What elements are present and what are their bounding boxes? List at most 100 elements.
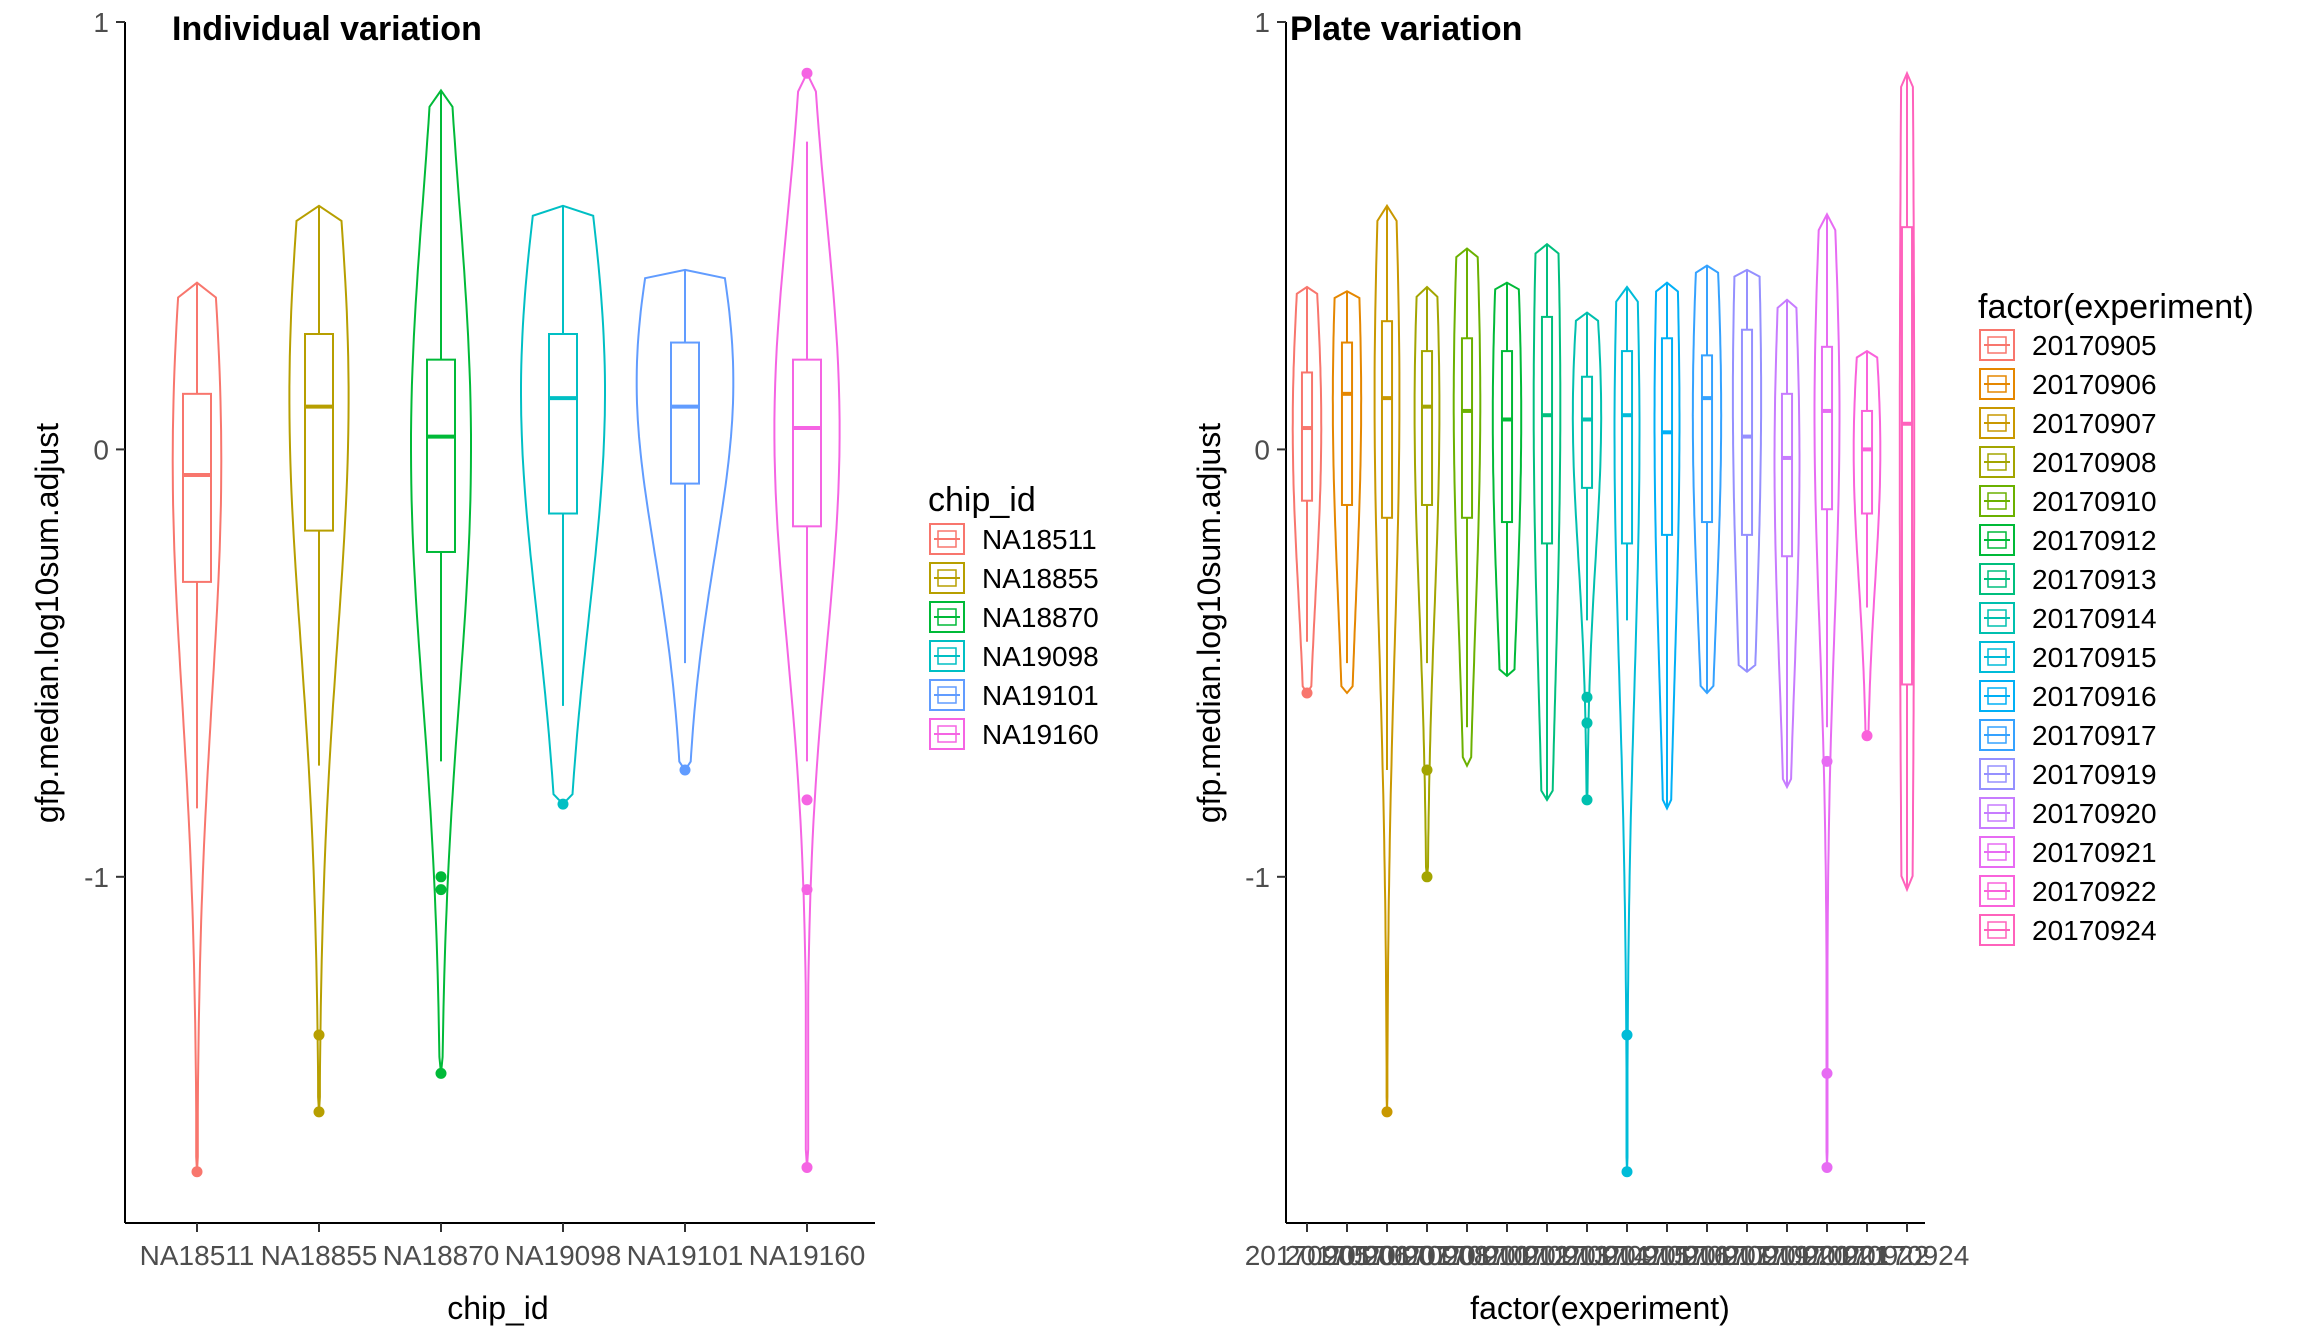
x-tick-label: 20170905 [1245,1240,1370,1271]
violin-20170922 [1852,349,1882,742]
box [1340,341,1354,506]
legend-title: chip_id [928,481,1036,519]
x-tick-label: 20170912 [1445,1240,1570,1271]
box [1740,328,1754,536]
outlier-point [801,794,813,806]
legend-item-NA18870: NA18870 [929,601,1099,633]
legend-label: 20170912 [2032,525,2157,556]
x-tick-label: 20170917 [1645,1240,1770,1271]
x-tick-label: 20170920 [1725,1240,1850,1271]
legend-key [1979,602,2015,634]
legend-item-NA19098: NA19098 [929,640,1099,672]
legend-label: 20170908 [2032,447,2157,478]
legend-item-20170905: 20170905 [1979,329,2157,361]
legend-item-20170924: 20170924 [1979,914,2157,946]
outlier-point [801,884,813,896]
box [182,392,212,583]
y-tick-label: 0 [1254,434,1270,465]
outlier-point [801,67,813,79]
box [1420,350,1434,506]
outlier-point [679,764,691,776]
x-tick-label: 20170906 [1285,1240,1410,1271]
legend-key [1979,368,2015,400]
box [670,341,700,485]
box [1860,409,1874,515]
legend-item-20170920: 20170920 [1979,797,2157,829]
outlier-point [1861,730,1873,742]
x-tick-label: 20170916 [1605,1240,1730,1271]
legend-key [1979,836,2015,868]
box [1580,375,1594,489]
legend-key [1979,875,2015,907]
box [1660,337,1674,536]
legend-label: 20170907 [2032,408,2157,439]
legend: chip_id NA18511 NA18855 NA18870 NA19098 NA19… [928,481,1099,750]
legend-item-20170916: 20170916 [1979,680,2157,712]
legend-key [929,601,965,633]
box [1300,371,1314,502]
box [1540,315,1554,545]
violin-20170906 [1331,290,1363,695]
legend-item-20170922: 20170922 [1979,875,2157,907]
box [426,358,456,553]
legend-item-20170906: 20170906 [1979,368,2157,400]
x-tick-label: 20170907 [1325,1240,1450,1271]
box [548,333,578,515]
x-tick-label: 20170921 [1765,1240,1890,1271]
outlier-point [1621,1166,1633,1178]
legend-item-NA18511: NA18511 [929,523,1097,555]
x-tick-label: NA18511 [140,1240,255,1271]
violin-20170917 [1691,264,1723,695]
violin-NA19160 [773,67,841,1173]
violin-outline [1532,242,1562,802]
outlier-point [313,1106,325,1118]
outlier-point [435,884,447,896]
legend-item-20170917: 20170917 [1979,719,2157,751]
x-axis-title: chip_id [447,1290,548,1326]
outlier-point [1581,717,1593,729]
legend-key [1979,524,2015,556]
legend-key [1979,446,2015,478]
legend-key [1979,641,2015,673]
legend-label: 20170910 [2032,486,2157,517]
legend-label: 20170917 [2032,720,2157,751]
violin-20170908 [1413,285,1441,883]
legend-item-20170908: 20170908 [1979,446,2157,478]
y-tick-label: 1 [93,7,109,38]
violin-20170912 [1491,281,1523,678]
violin-NA19101 [635,268,735,776]
x-tick-label: 20170914 [1525,1240,1650,1271]
legend-item-NA18855: NA18855 [929,562,1099,594]
box [1460,337,1474,519]
violin-NA19098 [520,204,606,810]
outlier-point [435,871,447,883]
legend-label: NA19160 [982,719,1099,750]
outlier-point [191,1166,203,1178]
x-tick-label: 20170915 [1565,1240,1690,1271]
legend-item-NA19101: NA19101 [929,679,1099,711]
violin-outline [1452,247,1482,768]
legend-item-20170914: 20170914 [1979,602,2157,634]
legend-key [929,640,965,672]
x-tick-label: 20170910 [1405,1240,1530,1271]
y-axis-title: gfp.median.log10sum.adjust [1191,423,1227,823]
violin-NA18870 [410,88,472,1079]
outlier-point [1421,764,1433,776]
chart-title: Individual variation [172,10,482,48]
x-tick-label: 20170919 [1685,1240,1810,1271]
chart-title: Plate variation [1290,10,1522,48]
legend-key [1979,563,2015,595]
violin-20170919 [1731,268,1763,673]
legend-key [1979,407,2015,439]
violin-20170914 [1571,311,1603,806]
x-tick-label: 20170908 [1365,1240,1490,1271]
plot-area: 1 0 -1 NA18511 NA18855 NA18870 NA19098 NA19101 N… [84,7,875,1271]
y-tick-label: 1 [1254,7,1270,38]
box [1780,392,1794,558]
legend-label: 20170914 [2032,603,2157,634]
legend-label: NA18870 [982,602,1099,633]
legend-key [1979,797,2015,829]
violin-20170910 [1452,247,1482,768]
legend: factor(experiment) 20170905 20170906 20170… [1978,288,2254,946]
